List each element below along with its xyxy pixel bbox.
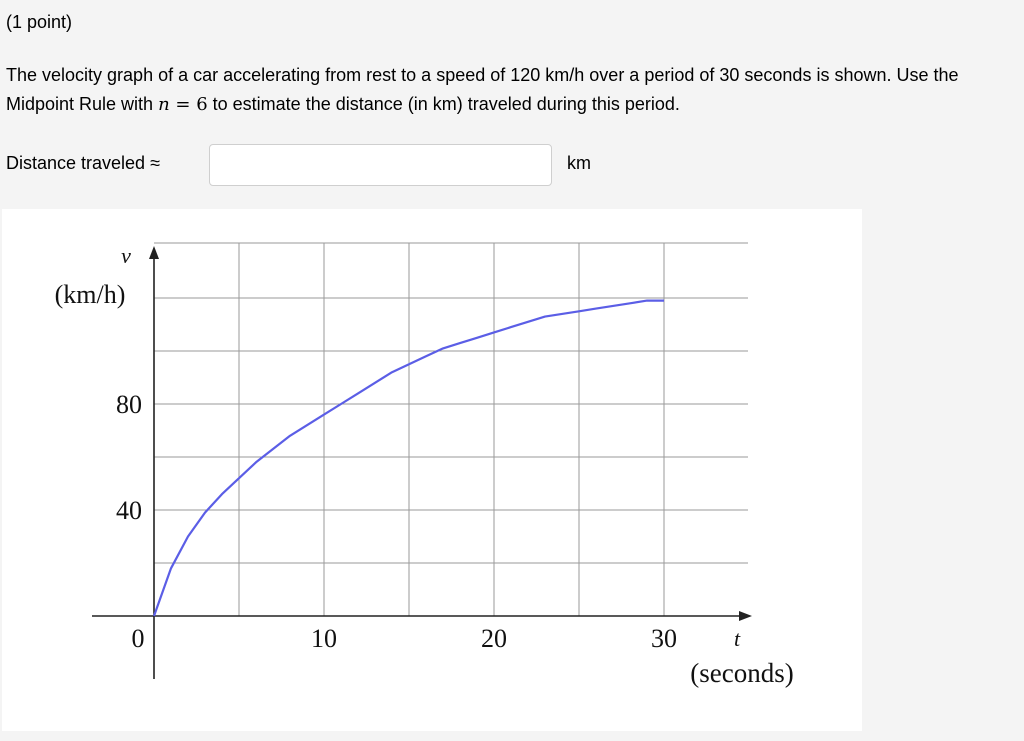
x-tick-label: 0 xyxy=(132,624,145,653)
y-axis-label: (km/h) xyxy=(55,280,126,309)
velocity-chart: 0 10 20 30 40 80 v (km/h) t (seconds) xyxy=(2,209,862,731)
x-axis-arrow-icon xyxy=(739,611,752,621)
y-axis-symbol: v xyxy=(121,243,131,268)
series xyxy=(152,299,664,617)
x-tick-label: 10 xyxy=(311,624,337,653)
velocity-curve xyxy=(152,299,664,617)
chart-svg: 0 10 20 30 40 80 v (km/h) t (seconds) xyxy=(55,242,794,688)
axes xyxy=(92,246,752,679)
points-label: (1 point) xyxy=(6,12,73,32)
distance-answer-input[interactable] xyxy=(209,144,552,186)
y-tick-label: 80 xyxy=(116,390,142,419)
problem-text-part-1: The velocity graph of a car accelerating… xyxy=(6,65,959,114)
answer-unit: km xyxy=(567,153,591,173)
labels: 0 10 20 30 40 80 v (km/h) t (seconds) xyxy=(55,243,794,688)
x-tick-label: 20 xyxy=(481,624,507,653)
problem-text-part-2: to estimate the distance (in km) travele… xyxy=(207,94,680,114)
y-axis-arrow-icon xyxy=(149,246,159,259)
grid xyxy=(154,242,748,616)
x-axis-symbol: t xyxy=(734,626,741,651)
x-tick-label: 30 xyxy=(651,624,677,653)
answer-row: Distance traveled ≈ km xyxy=(6,144,706,188)
math-equals-six: = 6 xyxy=(169,94,208,115)
answer-label: Distance traveled ≈ xyxy=(6,153,160,173)
y-tick-label: 40 xyxy=(116,496,142,525)
problem-statement: The velocity graph of a car accelerating… xyxy=(6,61,1016,119)
math-variable-n: n xyxy=(158,94,170,115)
x-axis-label: (seconds) xyxy=(690,658,793,688)
